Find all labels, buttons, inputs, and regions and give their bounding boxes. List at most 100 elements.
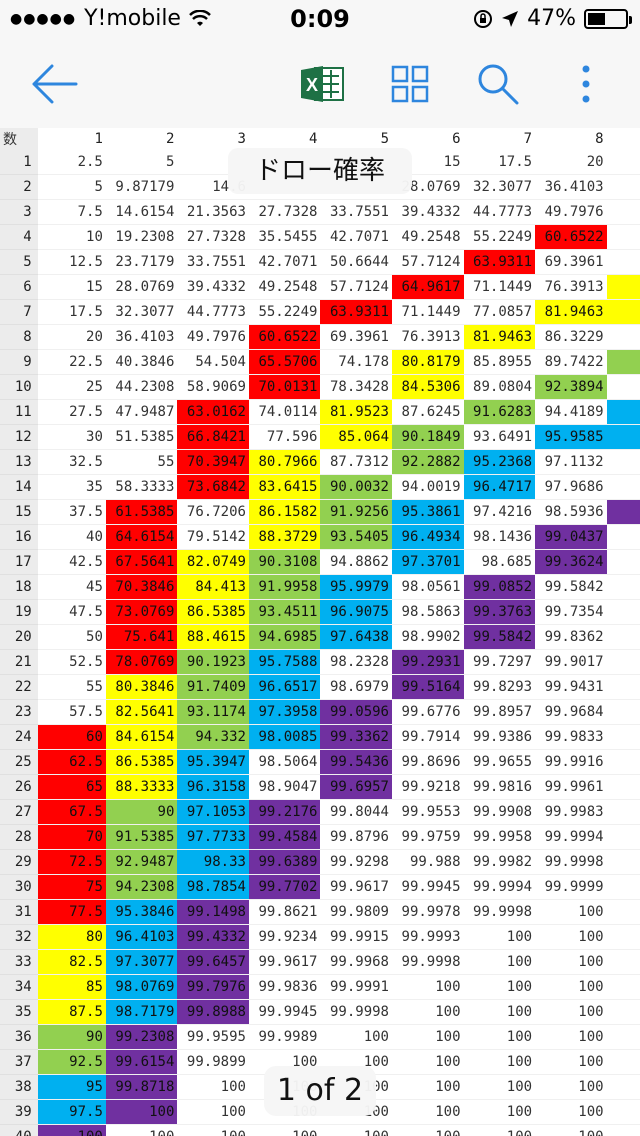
table-cell[interactable]: 100 bbox=[535, 1124, 607, 1136]
table-cell[interactable]: 84.413 bbox=[177, 574, 249, 600]
table-cell[interactable]: 12.5 bbox=[37, 249, 106, 275]
table-cell[interactable]: 93.6491 bbox=[463, 424, 536, 450]
column-header[interactable]: 5 bbox=[320, 128, 392, 150]
table-cell[interactable]: 100 bbox=[463, 1074, 536, 1100]
table-cell[interactable]: 47.5 bbox=[37, 599, 106, 625]
table-cell[interactable]: 55.2249 bbox=[248, 299, 321, 325]
table-cell[interactable]: 27.7328 bbox=[248, 199, 321, 225]
table-cell[interactable]: 44.2308 bbox=[105, 374, 178, 400]
table-cell[interactable]: 98.2328 bbox=[320, 649, 392, 675]
table-cell[interactable]: 70.3947 bbox=[177, 449, 249, 475]
table-cell-partial[interactable] bbox=[606, 924, 640, 950]
table-cell[interactable]: 98.0085 bbox=[248, 724, 321, 750]
table-cell[interactable]: 71.1449 bbox=[463, 274, 536, 300]
table-cell[interactable]: 58.3333 bbox=[105, 474, 178, 500]
table-cell[interactable]: 81.9463 bbox=[535, 299, 607, 325]
table-cell-partial[interactable] bbox=[606, 324, 640, 350]
table-cell[interactable]: 99.4332 bbox=[177, 924, 249, 950]
table-cell[interactable]: 98.33 bbox=[177, 849, 249, 875]
table-cell[interactable]: 70.3846 bbox=[105, 574, 178, 600]
table-cell[interactable]: 77.0857 bbox=[463, 299, 536, 325]
table-cell[interactable]: 60 bbox=[37, 724, 106, 750]
table-cell[interactable]: 99.9998 bbox=[535, 849, 607, 875]
table-cell[interactable]: 40.3846 bbox=[105, 349, 178, 375]
table-cell-partial[interactable] bbox=[606, 274, 640, 300]
table-cell[interactable]: 95 bbox=[37, 1074, 106, 1100]
table-cell-partial[interactable] bbox=[606, 1049, 640, 1075]
table-cell[interactable]: 99.9999 bbox=[535, 874, 607, 900]
row-header[interactable]: 27 bbox=[0, 799, 38, 825]
table-cell[interactable]: 87.7312 bbox=[320, 449, 392, 475]
table-cell[interactable]: 98.5863 bbox=[392, 599, 464, 625]
row-header[interactable]: 28 bbox=[0, 824, 38, 850]
table-cell[interactable]: 84.5306 bbox=[392, 374, 464, 400]
table-cell[interactable]: 72.5 bbox=[37, 849, 106, 875]
row-header[interactable]: 26 bbox=[0, 774, 38, 800]
table-cell[interactable]: 99.9998 bbox=[320, 999, 392, 1025]
table-cell[interactable]: 96.9075 bbox=[320, 599, 392, 625]
table-cell[interactable]: 99.7702 bbox=[248, 874, 321, 900]
table-cell[interactable]: 9.87179 bbox=[105, 174, 178, 200]
table-cell[interactable]: 99.9386 bbox=[463, 724, 536, 750]
table-cell[interactable]: 99.9994 bbox=[463, 874, 536, 900]
table-cell[interactable]: 17.5 bbox=[37, 299, 106, 325]
table-cell[interactable]: 100 bbox=[535, 974, 607, 1000]
row-header[interactable]: 22 bbox=[0, 674, 38, 700]
table-cell-partial[interactable] bbox=[606, 549, 640, 575]
table-cell[interactable]: 60.6522 bbox=[248, 324, 321, 350]
row-header[interactable]: 23 bbox=[0, 699, 38, 725]
table-cell-partial[interactable] bbox=[606, 974, 640, 1000]
table-cell[interactable]: 97.6438 bbox=[320, 624, 392, 650]
table-cell[interactable]: 82.0749 bbox=[177, 549, 249, 575]
table-cell-partial[interactable] bbox=[606, 249, 640, 275]
row-header[interactable]: 24 bbox=[0, 724, 38, 750]
table-cell[interactable]: 87.5 bbox=[37, 999, 106, 1025]
table-cell[interactable]: 99.9899 bbox=[177, 1049, 249, 1075]
table-cell[interactable]: 49.2548 bbox=[392, 224, 464, 250]
table-cell-partial[interactable] bbox=[606, 349, 640, 375]
table-cell[interactable]: 99.6389 bbox=[248, 849, 321, 875]
more-button[interactable] bbox=[560, 58, 612, 110]
table-cell[interactable]: 100 bbox=[177, 1099, 249, 1125]
table-cell[interactable]: 58.9069 bbox=[177, 374, 249, 400]
table-cell[interactable]: 2.5 bbox=[37, 150, 106, 175]
row-header[interactable]: 32 bbox=[0, 924, 38, 950]
table-cell-partial[interactable] bbox=[606, 999, 640, 1025]
row-header[interactable]: 7 bbox=[0, 299, 38, 325]
row-header[interactable]: 3 bbox=[0, 199, 38, 225]
row-header[interactable]: 38 bbox=[0, 1074, 38, 1100]
table-cell[interactable]: 98.1436 bbox=[463, 524, 536, 550]
table-cell[interactable]: 97.4216 bbox=[463, 499, 536, 525]
table-cell[interactable]: 99.3624 bbox=[535, 549, 607, 575]
table-cell[interactable]: 17.5 bbox=[463, 150, 536, 175]
table-cell[interactable]: 44.7773 bbox=[463, 199, 536, 225]
column-header[interactable]: 6 bbox=[392, 128, 464, 150]
table-cell[interactable]: 89.0804 bbox=[463, 374, 536, 400]
table-cell[interactable]: 100 bbox=[463, 999, 536, 1025]
table-cell[interactable]: 71.1449 bbox=[392, 299, 464, 325]
table-cell[interactable]: 99.9836 bbox=[248, 974, 321, 1000]
row-header[interactable]: 5 bbox=[0, 249, 38, 275]
table-cell[interactable]: 100 bbox=[463, 1099, 536, 1125]
table-cell-partial[interactable] bbox=[606, 474, 640, 500]
table-cell[interactable]: 42.5 bbox=[37, 549, 106, 575]
table-cell[interactable]: 69.3961 bbox=[535, 249, 607, 275]
table-cell[interactable]: 10 bbox=[37, 224, 106, 250]
table-cell[interactable]: 65.5706 bbox=[248, 349, 321, 375]
table-cell[interactable]: 96.4717 bbox=[463, 474, 536, 500]
table-cell[interactable]: 99.9218 bbox=[392, 774, 464, 800]
table-cell[interactable]: 96.4103 bbox=[105, 924, 178, 950]
table-cell[interactable]: 99.9991 bbox=[320, 974, 392, 1000]
table-cell[interactable]: 50.6644 bbox=[320, 249, 392, 275]
table-cell[interactable]: 61.5385 bbox=[105, 499, 178, 525]
table-cell[interactable]: 99.7914 bbox=[392, 724, 464, 750]
table-cell[interactable]: 98.0769 bbox=[105, 974, 178, 1000]
table-cell[interactable]: 99.8796 bbox=[320, 824, 392, 850]
table-cell[interactable]: 88.3333 bbox=[105, 774, 178, 800]
table-cell[interactable]: 100 bbox=[535, 1099, 607, 1125]
grid-view-button[interactable] bbox=[384, 58, 436, 110]
table-cell[interactable]: 45 bbox=[37, 574, 106, 600]
table-cell[interactable]: 87.6245 bbox=[392, 399, 464, 425]
table-cell[interactable]: 91.9958 bbox=[248, 574, 321, 600]
table-cell[interactable]: 32.5 bbox=[37, 449, 106, 475]
